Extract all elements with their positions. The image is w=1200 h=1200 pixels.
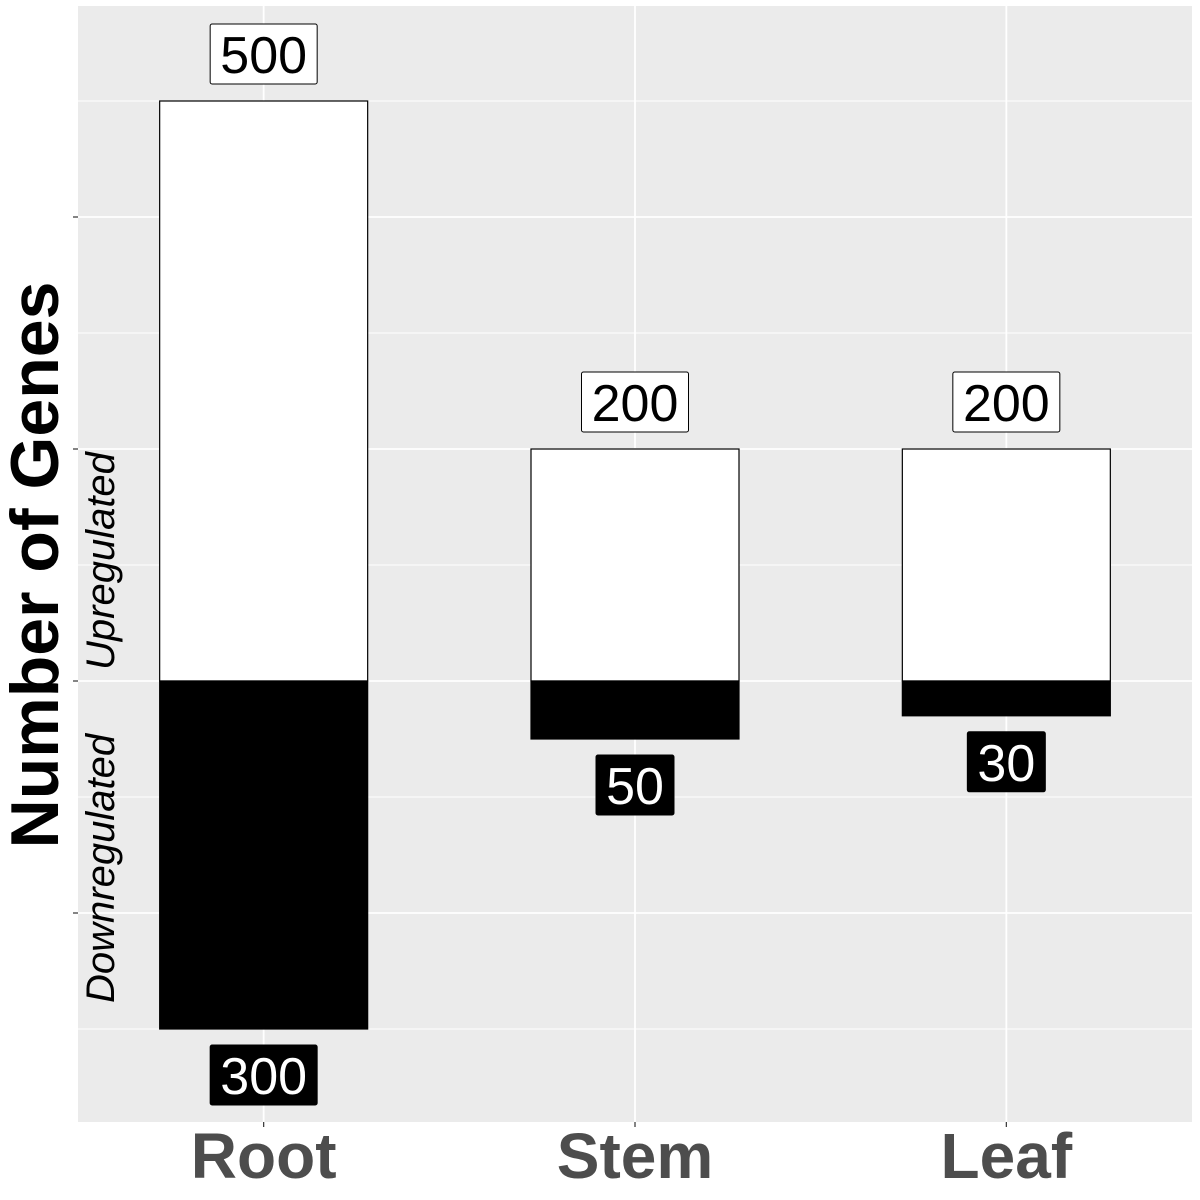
bar-downregulated-root [159,680,369,1030]
y-axis-subtitle-up: Upregulated [79,450,123,670]
data-label-down-root-box [209,1044,318,1106]
y-axis-subtitle-down: Downregulated [79,732,123,1003]
x-axis-tick-labels: Root Stem Leaf [191,1120,1073,1192]
data-label-up-leaf-box [952,371,1061,433]
bar-upregulated-root [159,100,369,682]
data-label-up-root-box [209,23,318,85]
x-tick-label-leaf: Leaf [941,1120,1073,1192]
y-axis-ticks [73,216,1007,1127]
bar-upregulated-stem [530,448,740,682]
bar-downregulated-stem [530,680,740,740]
data-label-up-stem: 200 [592,375,679,433]
bar-upregulated-leaf [901,448,1111,682]
data-label-down-leaf-box [966,731,1046,793]
x-tick-label-root: Root [191,1120,337,1192]
bar-downregulated-leaf [901,680,1111,717]
y-axis-title: Number of Genes [0,282,73,849]
data-label-down-stem: 50 [606,758,664,816]
data-label-down-root: 300 [220,1048,307,1106]
data-label-down-stem-box [595,754,675,816]
data-label-up-stem-box [581,371,689,433]
data-labels: 500 300 200 50 200 30 [209,23,1061,1106]
bars [159,100,1111,1030]
x-tick-label-stem: Stem [557,1120,714,1192]
data-label-down-leaf: 30 [977,735,1035,793]
data-label-up-root: 500 [220,27,307,85]
data-label-up-leaf: 200 [963,375,1050,433]
